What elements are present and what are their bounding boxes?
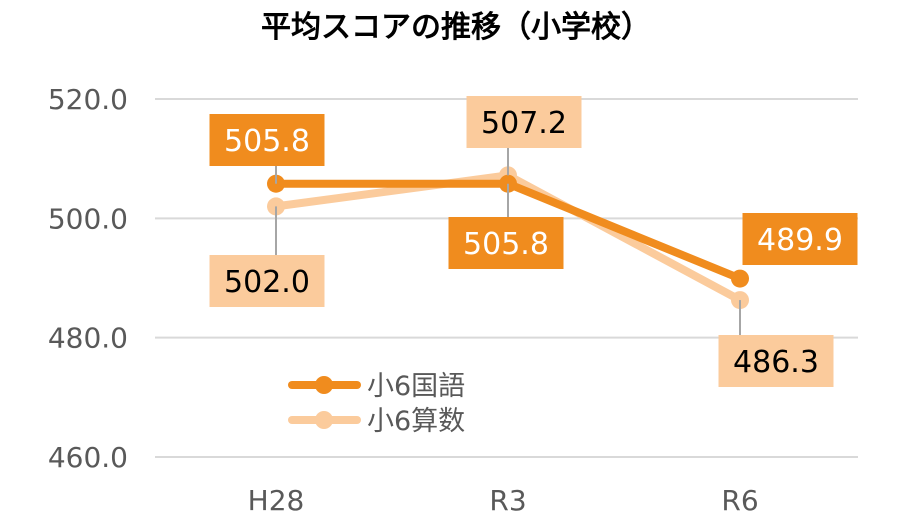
legend-swatch-marker [315, 376, 333, 394]
data-label-box [742, 213, 858, 265]
data-label-box [209, 255, 325, 307]
data-label: 505.8 [463, 227, 549, 262]
x-tick-label: R6 [721, 484, 758, 513]
y-tick-label: 460.0 [48, 441, 128, 474]
data-label-box [466, 96, 582, 148]
y-axis: 460.0 480.0 500.0 520.0 [48, 83, 128, 474]
data-label: 507.2 [481, 106, 567, 141]
legend-label: 小6国語 [367, 371, 465, 402]
x-axis: H28 R3 R6 [248, 484, 759, 513]
y-tick-label: 480.0 [48, 322, 128, 355]
data-label: 502.0 [224, 265, 310, 300]
data-label: 486.3 [733, 345, 819, 380]
data-labels-layer: 505.8 505.8 489.9 502.0 507.2 486.3 [209, 96, 858, 387]
chart-title: 平均スコアの推移（小学校） [261, 10, 651, 45]
data-label: 489.9 [757, 223, 843, 258]
y-tick-label: 520.0 [48, 83, 128, 116]
x-tick-label: R3 [489, 484, 526, 513]
data-label: 505.8 [224, 124, 310, 159]
y-tick-label: 500.0 [48, 202, 128, 235]
x-tick-label: H28 [248, 484, 305, 513]
legend-swatch-marker [315, 411, 333, 429]
data-point [731, 269, 749, 288]
data-label-box [448, 217, 564, 269]
data-label-box [718, 335, 834, 387]
legend-label: 小6算数 [367, 406, 465, 437]
data-label-box [209, 114, 325, 166]
